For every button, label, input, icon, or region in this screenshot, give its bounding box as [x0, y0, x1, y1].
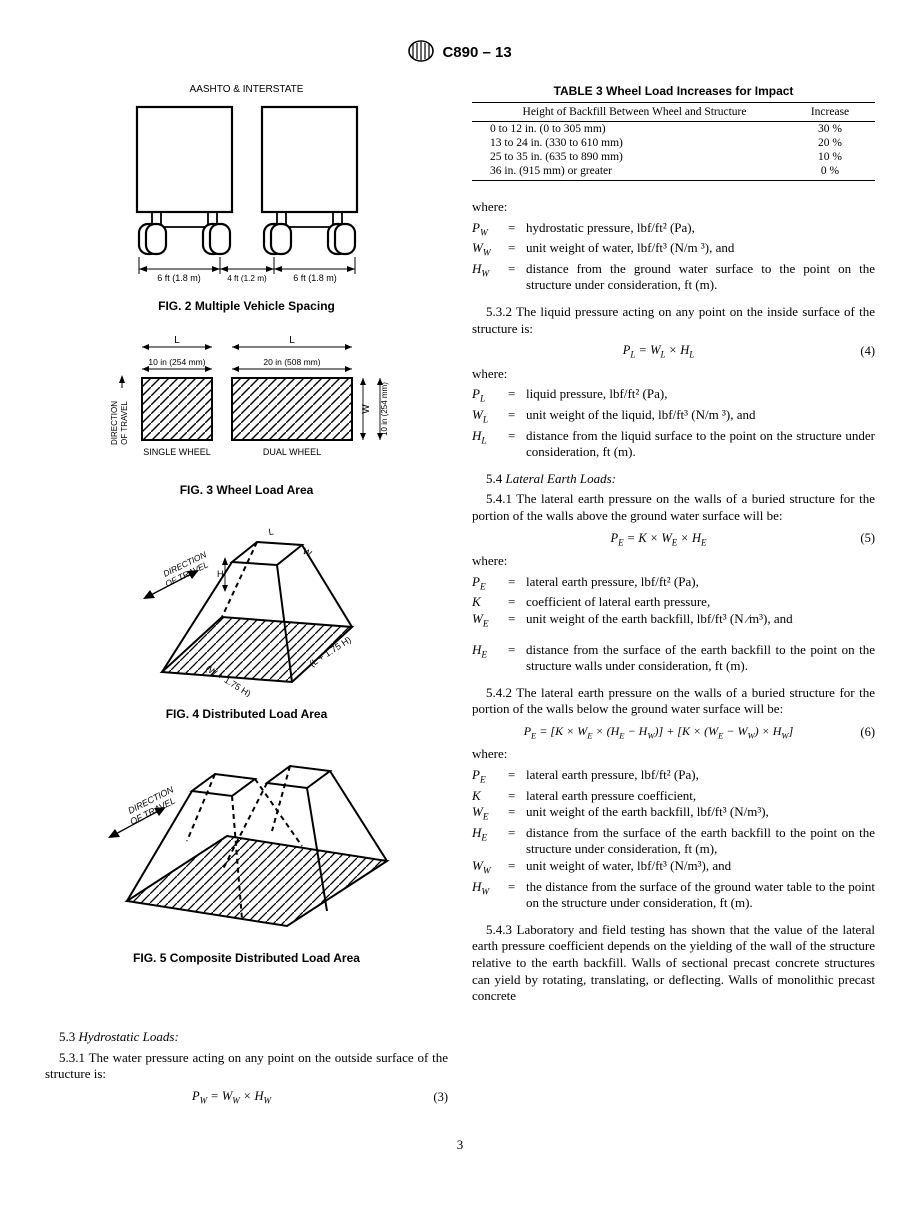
table-row: 13 to 24 in. (330 to 610 mm)20 %	[472, 136, 875, 150]
figure-3: L L 10 in (254 mm) 20 in (508 mm) DIRECT…	[45, 333, 448, 497]
table-row: 25 to 35 in. (635 to 890 mm)10 %	[472, 150, 875, 164]
where-label: where:	[472, 199, 875, 216]
svg-text:OF TRAVEL: OF TRAVEL	[120, 401, 129, 445]
sec-5-4-2: 5.4.2 The lateral earth pressure on the …	[472, 685, 875, 718]
fig3-svg: L L 10 in (254 mm) 20 in (508 mm) DIRECT…	[97, 333, 397, 473]
table3-h1: Height of Backfill Between Wheel and Str…	[472, 103, 785, 122]
svg-text:10 in (254 mm): 10 in (254 mm)	[148, 357, 205, 367]
svg-text:L: L	[267, 526, 273, 537]
right-column: TABLE 3 Wheel Load Increases for Impact …	[472, 84, 875, 1111]
fig2-toplabel: AASHTO & INTERSTATE	[45, 84, 448, 95]
fig2-svg: 6 ft (1.8 m) 4 ft (1.2 m) 6 ft (1.8 m)	[117, 99, 377, 289]
svg-text:DIRECTION: DIRECTION	[110, 401, 119, 445]
svg-text:6 ft (1.8 m): 6 ft (1.8 m)	[157, 273, 201, 283]
svg-text:DUAL WHEEL: DUAL WHEEL	[262, 447, 320, 457]
sec-5-4-1: 5.4.1 The lateral earth pressure on the …	[472, 491, 875, 524]
equation-4: PL = WL × HL (4)	[472, 343, 875, 360]
svg-text:10 in (254 mm): 10 in (254 mm)	[380, 382, 389, 436]
svg-text:6 ft (1.8 m): 6 ft (1.8 m)	[293, 273, 337, 283]
figure-4: L W H DIRECTION OF TRAVEL (W + 1.75 H) (…	[45, 517, 448, 721]
equation-3: PW = WW × HW (3)	[45, 1089, 448, 1106]
fig4-caption: FIG. 4 Distributed Load Area	[45, 707, 448, 721]
svg-text:SINGLE WHEEL: SINGLE WHEEL	[143, 447, 211, 457]
fig2-caption: FIG. 2 Multiple Vehicle Spacing	[45, 299, 448, 313]
equation-5: PE = K × WE × HE (5)	[472, 531, 875, 548]
fig5-svg: DIRECTION OF TRAVEL	[87, 741, 407, 941]
table-row: 0 to 12 in. (0 to 305 mm)30 %	[472, 122, 875, 137]
sec-5-4: 5.4 Lateral Earth Loads:	[472, 471, 875, 488]
sec-5-4-3: 5.4.3 Laboratory and field testing has s…	[472, 922, 875, 1005]
svg-text:20 in (508 mm): 20 in (508 mm)	[263, 357, 320, 367]
def-list-4: PE=lateral earth pressure, lbf/ft² (Pa),…	[472, 767, 875, 912]
figure-2: AASHTO & INTERSTATE	[45, 84, 448, 313]
def-list-2: PL=liquid pressure, lbf/ft² (Pa), WL=uni…	[472, 386, 875, 460]
designation: C890 – 13	[442, 44, 511, 61]
sec-5-3-2: 5.3.2 The liquid pressure acting on any …	[472, 304, 875, 337]
svg-text:L: L	[174, 335, 180, 346]
fig3-caption: FIG. 3 Wheel Load Area	[45, 483, 448, 497]
def-list-1: PW=hydrostatic pressure, lbf/ft² (Pa), W…	[472, 220, 875, 294]
table-3: Height of Backfill Between Wheel and Str…	[472, 102, 875, 181]
fig4-svg: L W H DIRECTION OF TRAVEL (W + 1.75 H) (…	[117, 517, 377, 697]
page-header: C890 – 13	[45, 40, 875, 66]
svg-text:4 ft (1.2 m): 4 ft (1.2 m)	[227, 274, 267, 283]
table3-title: TABLE 3 Wheel Load Increases for Impact	[472, 84, 875, 98]
page-number: 3	[45, 1137, 875, 1153]
sec-5-3-1: 5.3.1 The water pressure acting on any p…	[45, 1050, 448, 1083]
left-column: AASHTO & INTERSTATE	[45, 84, 448, 1111]
table-row: 36 in. (915 mm) or greater0 %	[472, 164, 875, 181]
svg-text:L: L	[289, 335, 295, 346]
sec-5-3: 5.3 Hydrostatic Loads:	[45, 1029, 448, 1046]
svg-text:H: H	[217, 569, 224, 579]
def-list-3: PE=lateral earth pressure, lbf/ft² (Pa),…	[472, 574, 875, 632]
astm-logo-icon	[408, 40, 434, 66]
table3-h2: Increase	[785, 103, 875, 122]
fig5-caption: FIG. 5 Composite Distributed Load Area	[45, 951, 448, 965]
equation-6: PE = [K × WE × (HE − HW)] + [K × (WE − W…	[472, 724, 875, 740]
figure-5: DIRECTION OF TRAVEL FIG. 5 Composite Dis…	[45, 741, 448, 965]
